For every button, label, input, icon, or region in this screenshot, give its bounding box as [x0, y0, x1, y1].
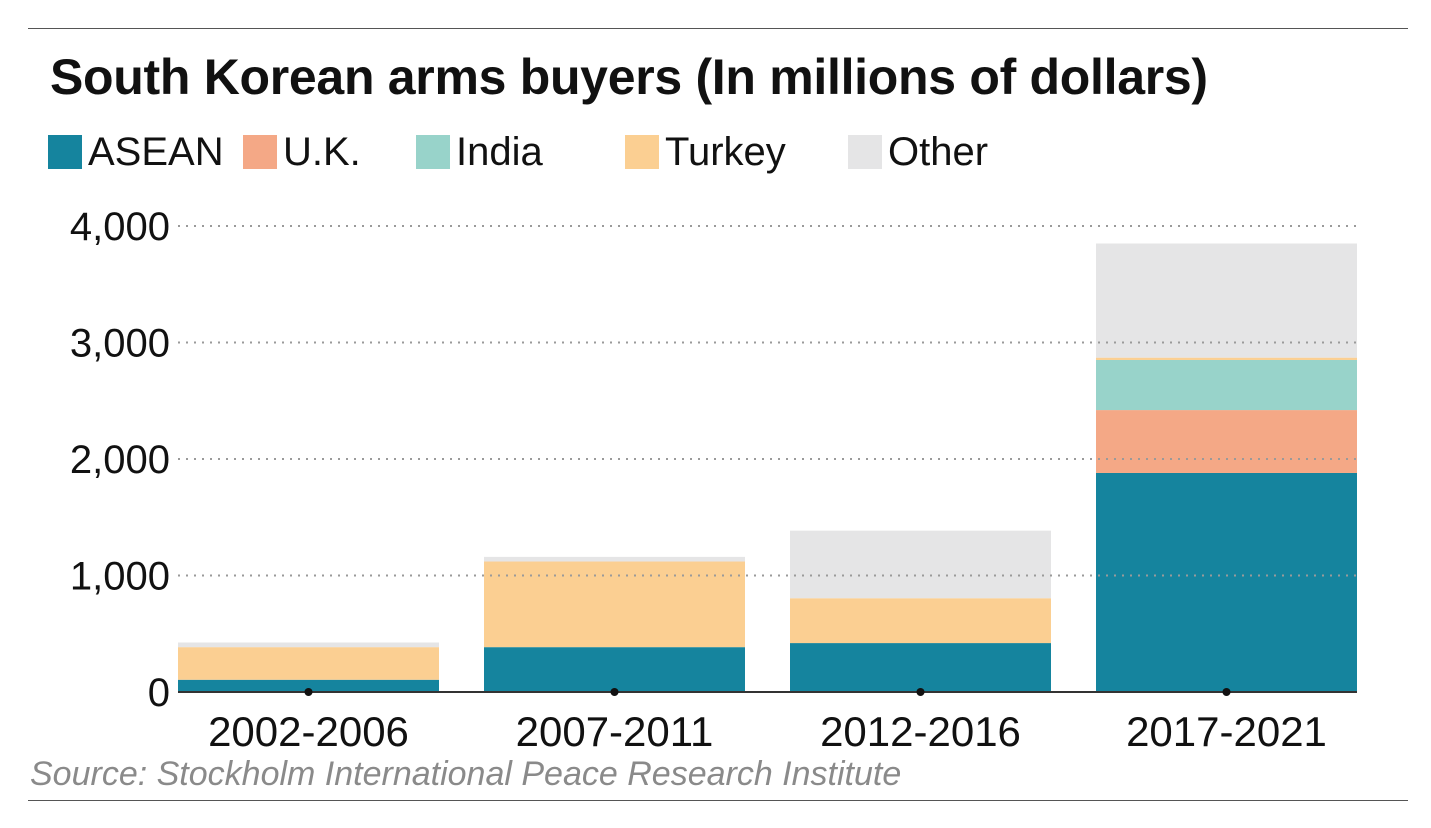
x-tick-mark — [916, 688, 925, 696]
bar-segment-asean-2012-2016 — [790, 643, 1051, 692]
top-rule — [28, 28, 1408, 29]
y-tick-label: 1,000 — [70, 555, 170, 599]
y-tick-label: 0 — [148, 671, 170, 715]
bar-segment-asean-2007-2011 — [484, 647, 745, 692]
legend-label-india: India — [456, 129, 543, 174]
x-tick-mark — [1222, 688, 1231, 696]
bar-segment-other-2017-2021 — [1096, 243, 1357, 358]
legend-item-other: Other — [848, 128, 988, 176]
bar-segment-uk-2017-2021 — [1096, 410, 1357, 473]
legend: ASEAN U.K. India Turkey Other — [48, 128, 1048, 176]
x-tick-label-2002-2006: 2002-2006 — [208, 708, 409, 755]
x-tick-mark — [610, 688, 619, 696]
legend-label-other: Other — [888, 129, 989, 174]
legend-item-asean: ASEAN — [48, 128, 224, 176]
x-tick-label-2017-2021: 2017-2021 — [1126, 708, 1327, 755]
legend-swatch-asean — [48, 135, 82, 169]
x-tick-label-2012-2016: 2012-2016 — [820, 708, 1021, 755]
legend-swatch-india — [416, 135, 450, 169]
bar-segment-other-2002-2006 — [178, 642, 439, 648]
x-tick-mark — [304, 688, 313, 696]
x-tick-label-2007-2011: 2007-2011 — [516, 708, 714, 755]
bar-segment-asean-2002-2006 — [178, 679, 439, 692]
bar-segment-asean-2017-2021 — [1096, 472, 1357, 692]
bar-segment-other-2012-2016 — [790, 530, 1051, 599]
legend-item-india: India — [416, 128, 543, 176]
y-tick-label: 2,000 — [70, 438, 170, 482]
y-tick-label: 3,000 — [70, 322, 170, 366]
source-note: Source: Stockholm International Peace Re… — [30, 755, 902, 793]
bottom-rule — [28, 800, 1408, 801]
bar-segment-turkey-2007-2011 — [484, 561, 745, 648]
legend-item-uk: U.K. — [243, 128, 361, 176]
legend-label-asean: ASEAN — [88, 129, 224, 174]
legend-swatch-other — [848, 135, 882, 169]
chart-title: South Korean arms buyers (In millions of… — [50, 49, 1208, 105]
y-tick-label: 4,000 — [70, 205, 170, 249]
legend-swatch-uk — [243, 135, 277, 169]
bar-segment-turkey-2017-2021 — [1096, 357, 1357, 360]
legend-item-turkey: Turkey — [625, 128, 786, 176]
bar-segment-turkey-2002-2006 — [178, 647, 439, 680]
bar-segment-turkey-2012-2016 — [790, 598, 1051, 644]
bar-segment-other-2007-2011 — [484, 556, 745, 562]
legend-label-turkey: Turkey — [665, 129, 786, 174]
legend-swatch-turkey — [625, 135, 659, 169]
legend-label-uk: U.K. — [283, 129, 361, 174]
bar-segment-india-2017-2021 — [1096, 359, 1357, 411]
